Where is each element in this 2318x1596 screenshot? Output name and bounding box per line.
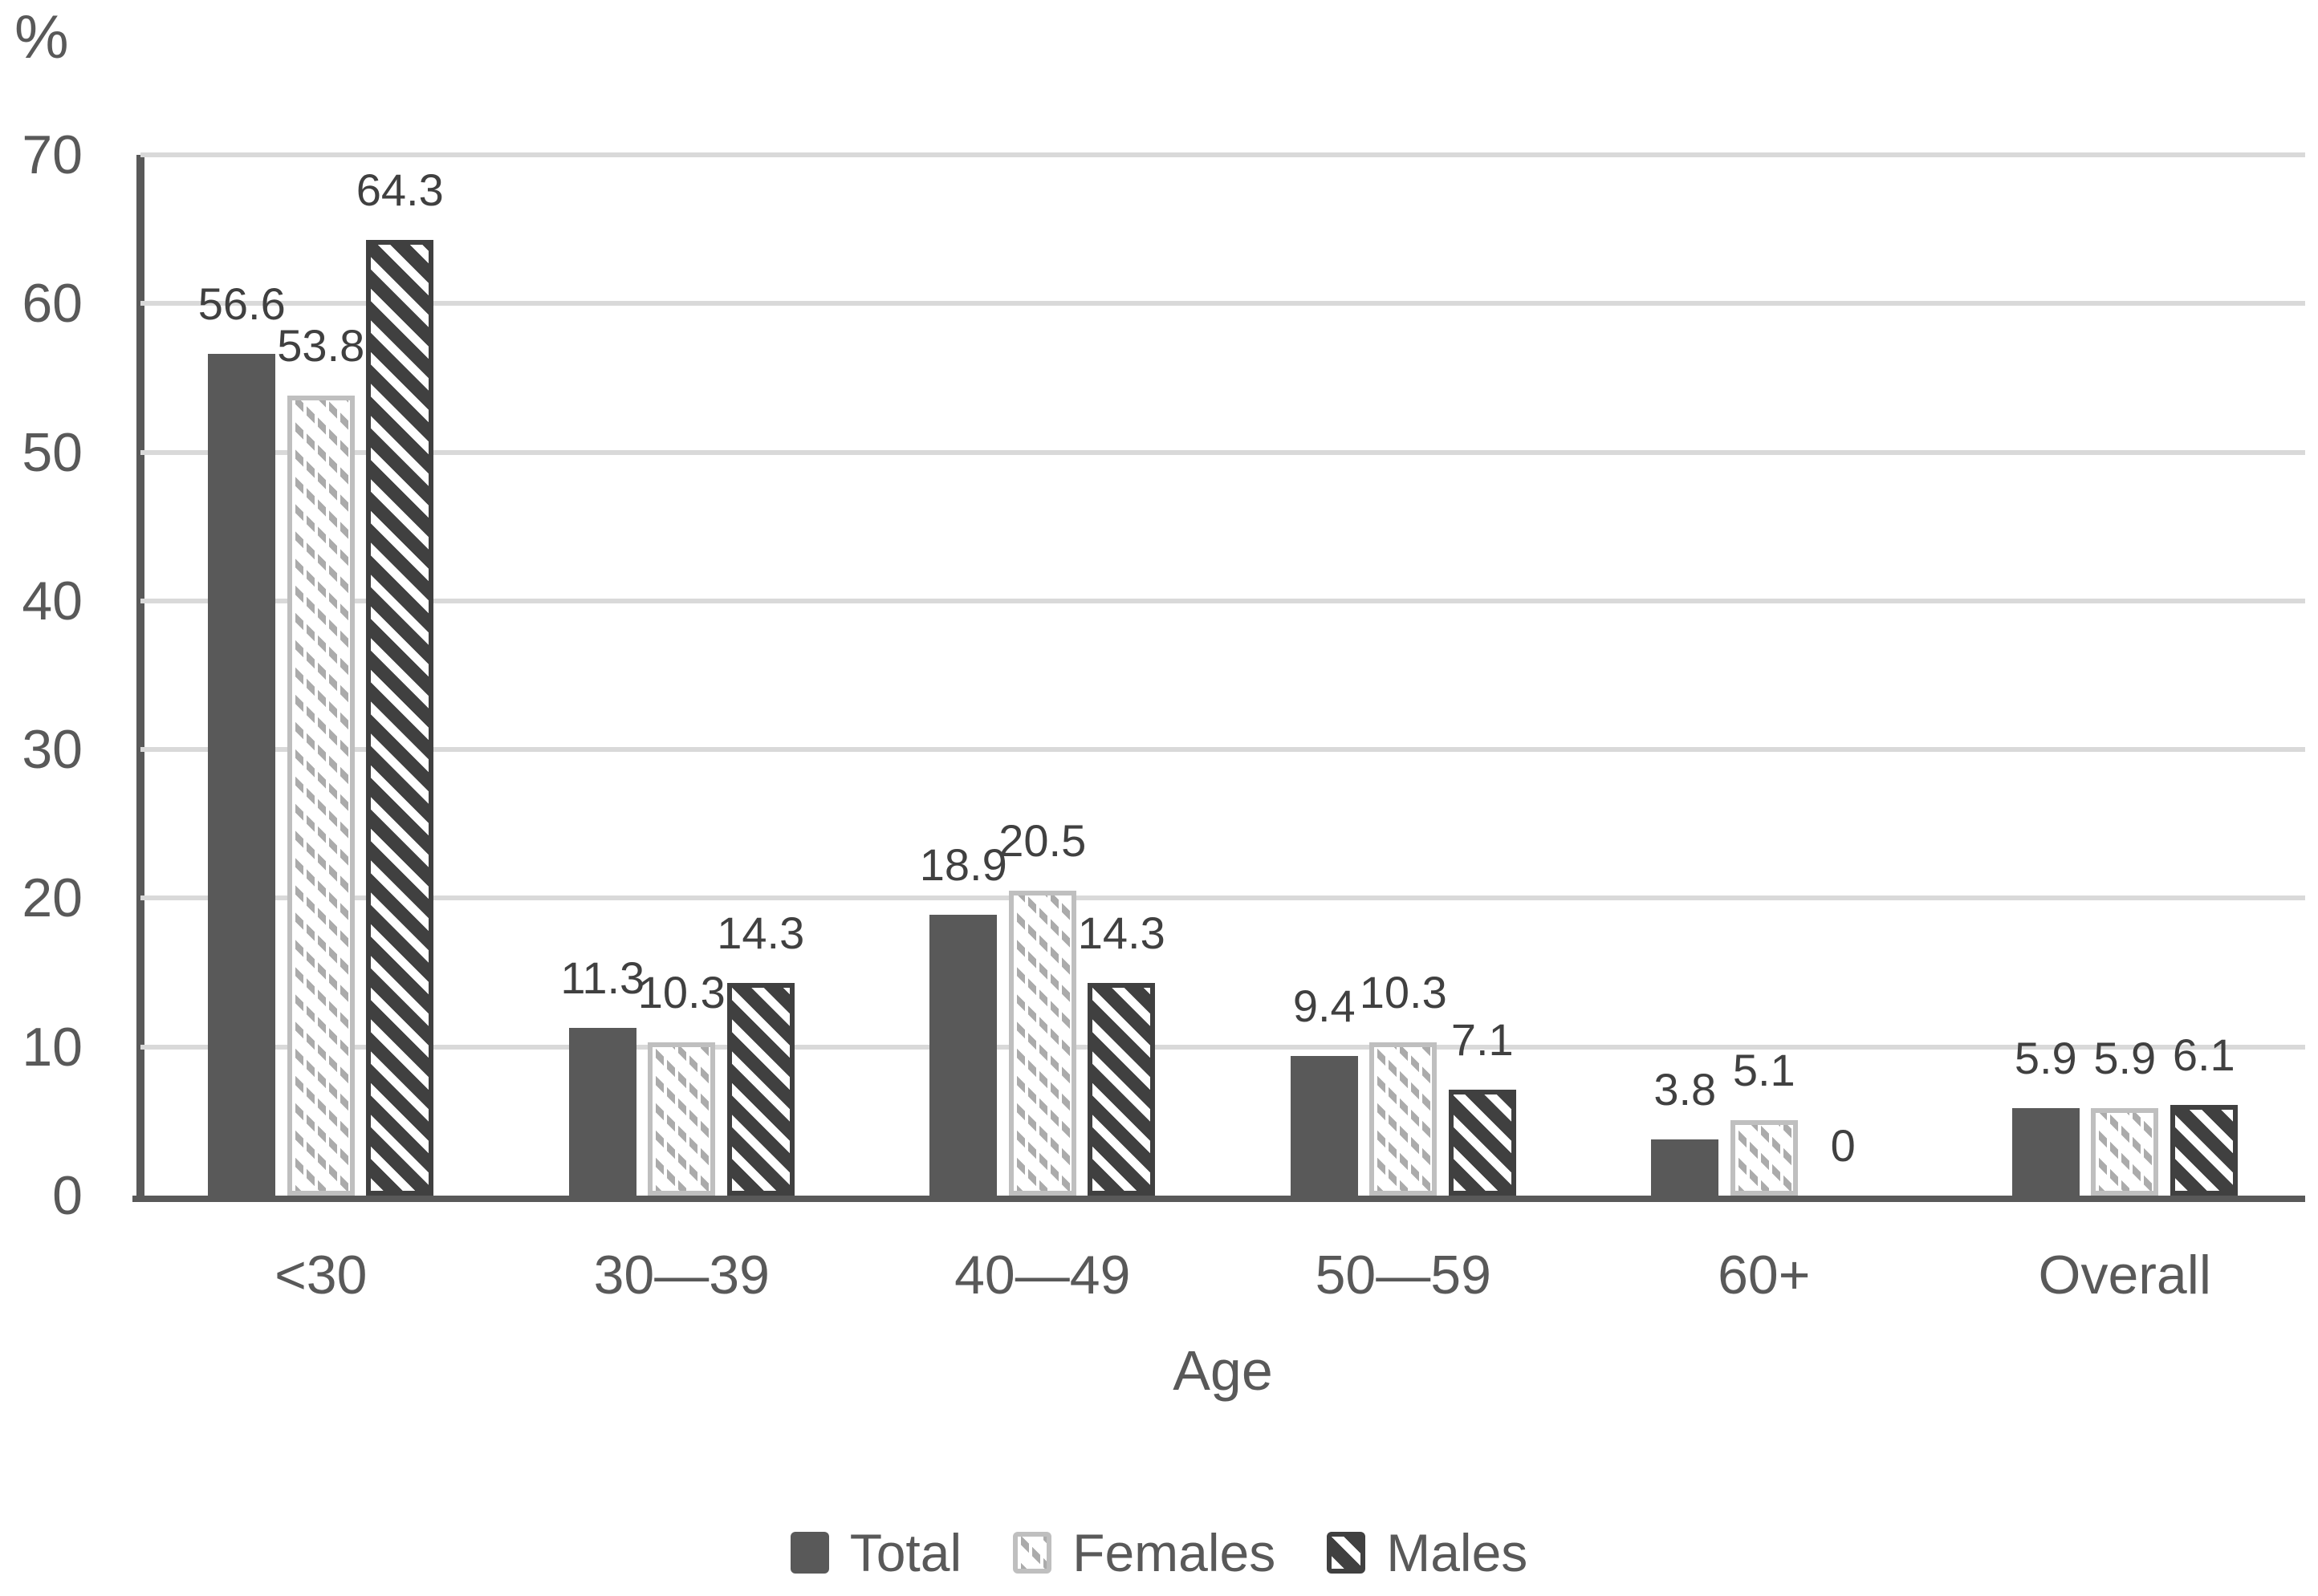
bar-females-3 xyxy=(1369,1042,1438,1196)
legend-swatch-males-icon xyxy=(1327,1532,1366,1574)
bar-females-4 xyxy=(1730,1119,1798,1196)
data-label-total-5: 5.9 xyxy=(2014,1032,2077,1083)
bar-total-1 xyxy=(568,1027,636,1196)
gridline xyxy=(140,152,2305,157)
bar-females-5 xyxy=(2091,1107,2159,1196)
data-label-males-4: 0 xyxy=(1830,1120,1856,1171)
y-tick-label: 0 xyxy=(52,1165,83,1226)
bar-total-3 xyxy=(1290,1055,1358,1196)
x-axis-title: Age xyxy=(1173,1339,1273,1402)
data-label-total-3: 9.4 xyxy=(1292,980,1356,1031)
bar-males-1 xyxy=(726,983,795,1196)
bar-total-4 xyxy=(1651,1139,1719,1196)
data-label-males-1: 14.3 xyxy=(717,908,805,959)
x-tick-label: Overall xyxy=(2038,1245,2211,1306)
data-label-males-3: 7.1 xyxy=(1450,1014,1514,1066)
x-tick-label: 40—49 xyxy=(954,1245,1131,1306)
x-axis-tick-labels: <30 30—39 40—49 50—59 60+ Overall xyxy=(140,1248,2305,1304)
bar-females-0 xyxy=(287,396,355,1196)
legend: Total Females Males xyxy=(0,1526,2318,1579)
x-axis-line xyxy=(132,1196,2305,1202)
legend-swatch-total-icon xyxy=(790,1532,829,1574)
y-axis-title: % xyxy=(14,3,69,71)
data-label-total-4: 3.8 xyxy=(1653,1063,1717,1115)
gridline xyxy=(140,895,2305,901)
legend-swatch-females-icon xyxy=(1013,1532,1052,1574)
y-axis-tick-labels: 0 10 20 30 40 50 60 70 xyxy=(0,128,83,1223)
bar-males-2 xyxy=(1088,983,1156,1196)
gridline xyxy=(140,449,2305,455)
legend-label: Females xyxy=(1072,1523,1276,1582)
x-tick-label: 60+ xyxy=(1718,1245,1811,1306)
gridline xyxy=(140,1044,2305,1050)
plot-area: 56.6 11.3 18.9 9.4 3.8 5.9 53.8 10.3 20.5 10.3 5.1… xyxy=(132,152,2305,1202)
bar-females-2 xyxy=(1008,891,1076,1196)
bar-females-1 xyxy=(648,1042,716,1196)
legend-label: Total xyxy=(849,1523,962,1582)
bar-males-5 xyxy=(2170,1104,2238,1196)
data-label-females-2: 20.5 xyxy=(998,815,1087,867)
y-tick-label: 50 xyxy=(22,421,83,483)
bar-males-0 xyxy=(366,239,434,1196)
data-label-females-0: 53.8 xyxy=(277,320,365,372)
y-tick-label: 10 xyxy=(22,1016,83,1078)
x-tick-label: 30—39 xyxy=(593,1245,770,1306)
legend-item-total: Total xyxy=(790,1523,962,1582)
y-axis-line xyxy=(136,155,144,1196)
y-tick-label: 40 xyxy=(22,570,83,631)
data-label-females-1: 10.3 xyxy=(637,967,726,1018)
data-label-total-0: 56.6 xyxy=(197,278,286,330)
data-label-females-4: 5.1 xyxy=(1732,1044,1795,1095)
bar-total-5 xyxy=(2011,1107,2080,1196)
data-label-males-5: 6.1 xyxy=(2172,1029,2235,1080)
x-tick-label: <30 xyxy=(274,1245,368,1306)
bar-males-3 xyxy=(1448,1090,1516,1196)
y-tick-label: 20 xyxy=(22,867,83,929)
bar-total-2 xyxy=(929,914,998,1196)
data-label-males-0: 64.3 xyxy=(356,164,444,215)
y-tick-label: 30 xyxy=(22,719,83,781)
y-tick-label: 60 xyxy=(22,273,83,335)
y-tick-label: 70 xyxy=(22,124,83,185)
data-label-total-1: 11.3 xyxy=(560,952,645,1003)
gridline xyxy=(140,598,2305,603)
x-tick-label: 50—59 xyxy=(1315,1245,1491,1306)
legend-item-males: Males xyxy=(1327,1526,1527,1579)
legend-item-females: Females xyxy=(1013,1526,1275,1579)
gridline xyxy=(140,301,2305,307)
legend-label: Males xyxy=(1386,1523,1528,1582)
data-label-females-5: 5.9 xyxy=(2093,1032,2157,1083)
gridline xyxy=(140,747,2305,753)
data-label-total-2: 18.9 xyxy=(919,839,1007,890)
data-label-females-3: 10.3 xyxy=(1359,967,1447,1018)
data-label-males-2: 14.3 xyxy=(1077,908,1165,959)
bar-total-0 xyxy=(208,354,276,1196)
